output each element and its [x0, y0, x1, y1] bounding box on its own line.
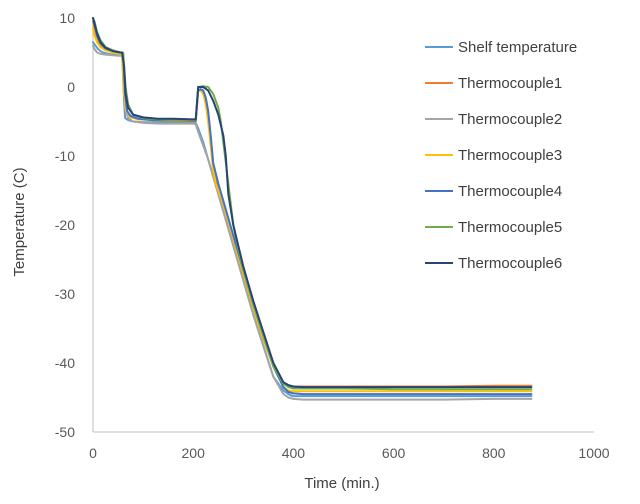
series-lines — [92, 17, 533, 401]
x-tick-label: 800 — [482, 445, 506, 461]
legend-label: Thermocouple4 — [458, 183, 562, 200]
y-tick-label: -30 — [55, 286, 75, 302]
x-tick-label: 600 — [382, 445, 406, 461]
x-tick-label: 400 — [282, 445, 306, 461]
series-line-7 — [92, 17, 533, 389]
y-tick-label: -40 — [55, 355, 75, 371]
legend: Shelf temperature Thermocouple1 Thermocoup… — [425, 39, 577, 272]
y-tick-label: 0 — [67, 79, 75, 95]
axes — [92, 18, 594, 433]
legend-label: Thermocouple2 — [458, 111, 562, 128]
legend-label: Shelf temperature — [458, 39, 577, 56]
tick-labels: 0 200 400 600 800 1000 10 0 -10 -20 -30 -40 -50 — [55, 10, 610, 461]
series-line-6 — [92, 17, 533, 391]
y-tick-label: 10 — [59, 10, 75, 26]
y-tick-label: -10 — [55, 148, 75, 164]
y-tick-label: -50 — [55, 424, 75, 440]
y-axis-title: Temperature (C) — [11, 167, 28, 276]
legend-label: Thermocouple5 — [458, 219, 562, 236]
x-tick-label: 0 — [89, 445, 97, 461]
y-tick-label: -20 — [55, 217, 75, 233]
x-tick-label: 1000 — [578, 445, 609, 461]
legend-label: Thermocouple3 — [458, 147, 562, 164]
legend-label: Thermocouple1 — [458, 75, 562, 92]
x-tick-label: 200 — [182, 445, 206, 461]
legend-label: Thermocouple6 — [458, 255, 562, 272]
x-axis-title: Time (min.) — [304, 475, 379, 492]
series-line-3 — [92, 44, 533, 401]
